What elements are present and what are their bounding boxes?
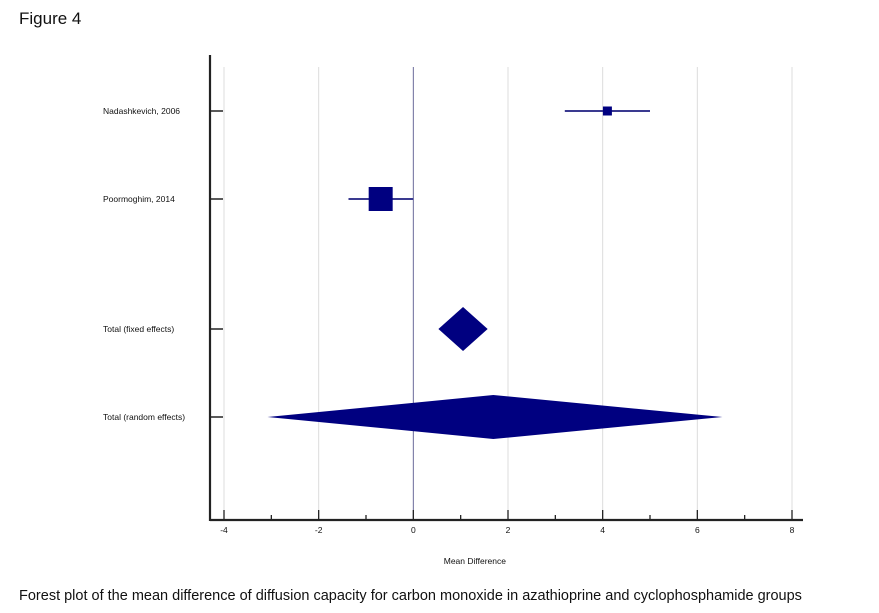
summary-diamond (438, 307, 488, 351)
row-label: Total (random effects) (103, 412, 185, 422)
row-label: Poormoghim, 2014 (103, 194, 175, 204)
x-tick-label: 4 (600, 525, 605, 535)
row-label: Total (fixed effects) (103, 324, 174, 334)
x-tick-label: 2 (506, 525, 511, 535)
x-tick-label: -4 (220, 525, 228, 535)
x-tick-label: -2 (315, 525, 323, 535)
figure-caption: Forest plot of the mean difference of di… (19, 588, 802, 604)
x-axis-label: Mean Difference (444, 556, 506, 566)
x-tick-label: 6 (695, 525, 700, 535)
x-tick-label: 0 (411, 525, 416, 535)
x-tick-label: 8 (790, 525, 795, 535)
summary-diamond (267, 395, 723, 439)
figure-label: Figure 4 (19, 9, 82, 28)
effect-square (368, 187, 393, 211)
effect-square (602, 106, 612, 116)
row-label: Nadashkevich, 2006 (103, 106, 180, 116)
